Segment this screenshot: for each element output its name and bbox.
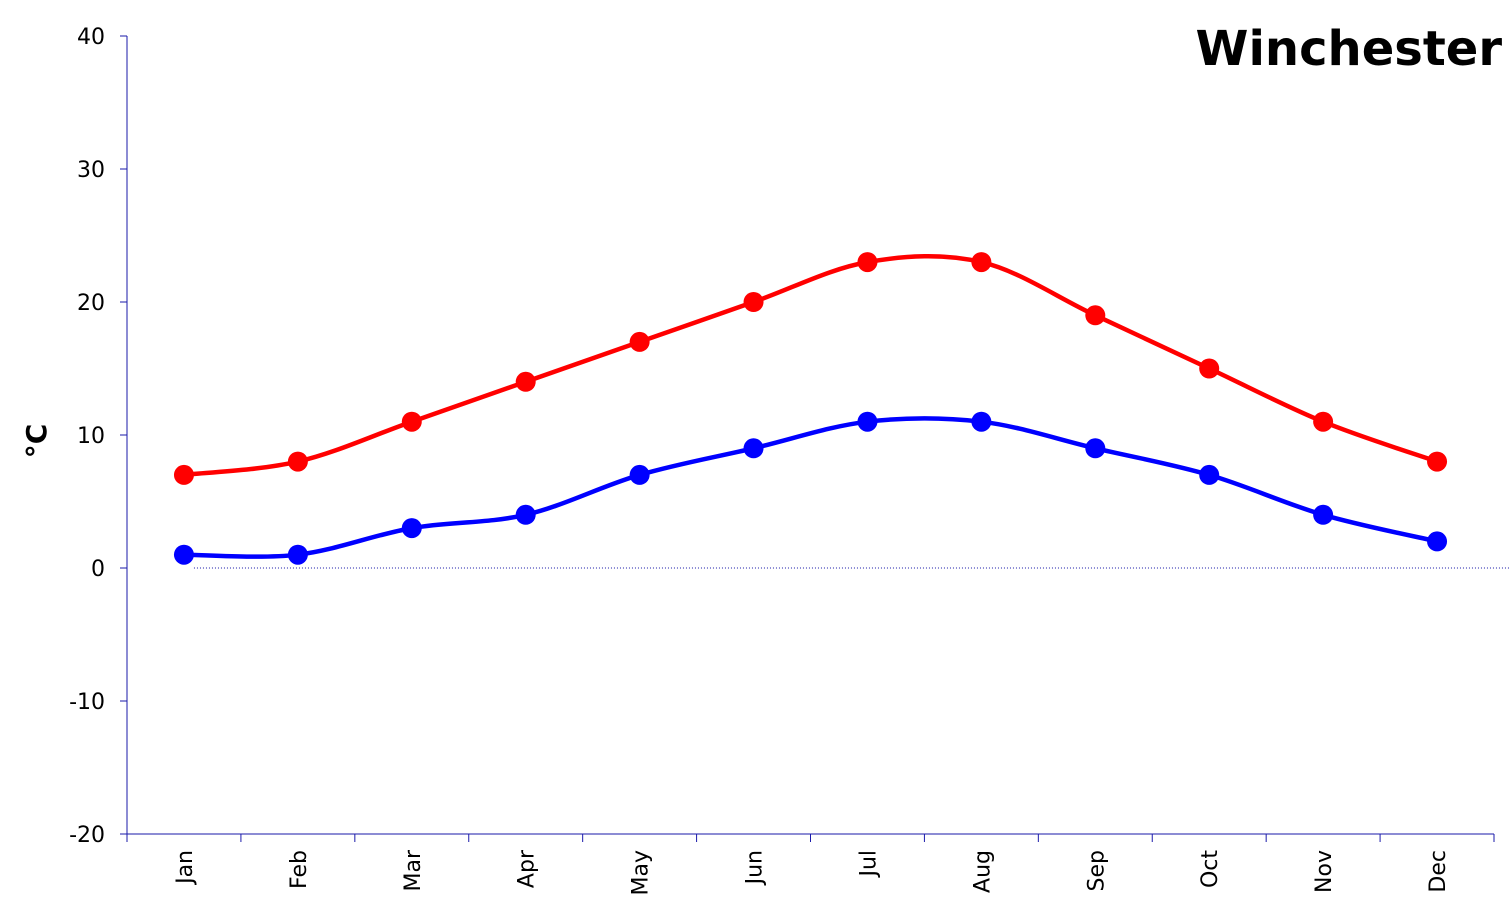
y-tick-label: -20	[69, 823, 105, 848]
data-point	[629, 331, 650, 352]
chart-title: Winchester	[1196, 21, 1503, 77]
y-tick-label: 40	[77, 25, 105, 50]
x-tick-label: Aug	[970, 850, 995, 893]
data-point	[173, 464, 194, 485]
data-point	[743, 292, 764, 312]
x-tick-label: Apr	[515, 849, 540, 888]
data-point	[1313, 504, 1334, 525]
data-point	[857, 411, 878, 432]
y-tick-label: -10	[69, 690, 105, 715]
data-point	[1085, 438, 1106, 459]
series-line	[181, 254, 1440, 478]
data-point	[857, 252, 878, 273]
series-layer	[173, 252, 1448, 565]
series-low	[173, 411, 1448, 565]
x-tick-label: Dec	[1426, 850, 1451, 893]
x-axis-ticks: Jan Feb Mar Apr May Jun Jul Aug Sep Oct Nov Dec	[126, 834, 1495, 895]
y-tick-label: 30	[77, 158, 105, 183]
x-tick-label: Jun	[743, 850, 768, 886]
x-tick-label: Oct	[1198, 850, 1223, 888]
x-tick-label: Jul	[856, 850, 881, 879]
data-point	[287, 544, 308, 565]
data-point	[1313, 411, 1334, 432]
y-axis-ticks: 40 30 20 10 0 -10 -20	[69, 25, 127, 848]
x-tick-label: May	[629, 850, 654, 895]
data-point	[173, 544, 194, 565]
data-point	[1199, 464, 1220, 485]
y-tick-label: 0	[91, 557, 105, 582]
data-point	[971, 252, 992, 273]
data-point	[515, 504, 536, 525]
data-point	[1427, 451, 1448, 472]
x-tick-label: Feb	[287, 850, 312, 889]
axes	[126, 36, 1510, 835]
y-axis-label: °C	[20, 424, 53, 459]
data-point	[743, 438, 764, 459]
data-point	[629, 464, 650, 485]
data-point	[401, 411, 422, 432]
series-high	[173, 252, 1448, 485]
data-point	[401, 518, 422, 539]
y-tick-label: 20	[77, 291, 105, 316]
data-point	[1085, 305, 1106, 326]
x-tick-label: Sep	[1084, 850, 1109, 891]
x-tick-label: Jan	[173, 850, 198, 886]
x-tick-label: Mar	[401, 849, 426, 891]
data-point	[287, 451, 308, 472]
y-tick-label: 10	[77, 424, 105, 449]
data-point	[515, 371, 536, 392]
x-tick-label: Nov	[1312, 850, 1337, 893]
data-point	[971, 411, 992, 432]
data-point	[1199, 358, 1220, 379]
data-point	[1427, 531, 1448, 552]
